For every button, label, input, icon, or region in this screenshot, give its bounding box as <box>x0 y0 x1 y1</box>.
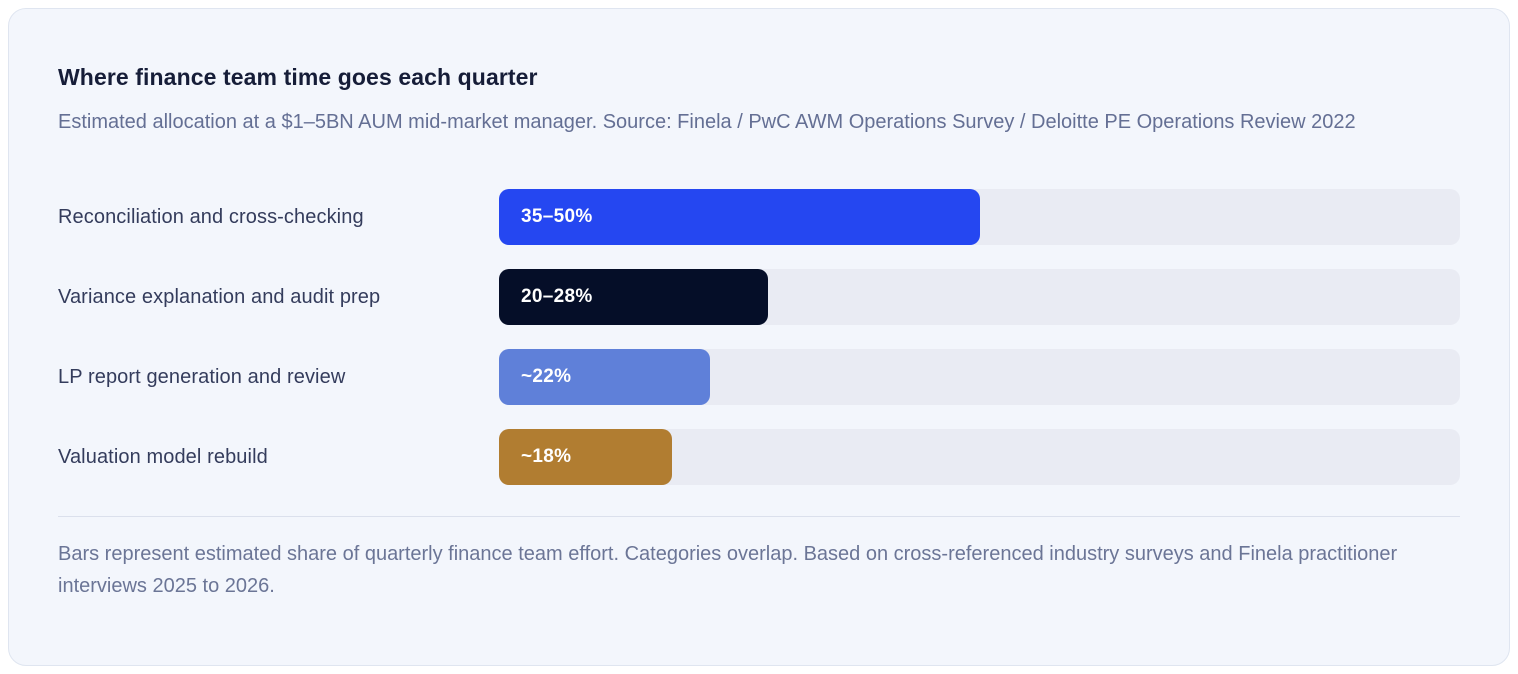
chart-footnote: Bars represent estimated share of quarte… <box>58 543 1398 597</box>
chart-row: Valuation model rebuild ~18% <box>58 429 1460 485</box>
chart-title: Where finance team time goes each quarte… <box>58 64 538 90</box>
bar-track: 35–50% <box>499 189 1460 245</box>
bar-track: ~22% <box>499 349 1460 405</box>
bar-fill: 35–50% <box>499 189 980 245</box>
bar-track: 20–28% <box>499 269 1460 325</box>
category-label: Valuation model rebuild <box>58 445 268 468</box>
chart-row: Reconciliation and cross-checking 35–50% <box>58 189 1460 245</box>
bar-value-label: ~18% <box>521 446 572 467</box>
chart-subtitle: Estimated allocation at a $1–5BN AUM mid… <box>58 111 1356 133</box>
bar-value-label: 35–50% <box>521 206 593 227</box>
divider <box>58 516 1460 517</box>
chart-row: Variance explanation and audit prep 20–2… <box>58 269 1460 325</box>
bar-value-label: ~22% <box>521 366 572 387</box>
category-label: Variance explanation and audit prep <box>58 285 381 308</box>
category-label: Reconciliation and cross-checking <box>58 205 364 228</box>
bar-fill: ~22% <box>499 349 711 405</box>
chart-row: LP report generation and review ~22% <box>58 349 1460 405</box>
bar-chart: Reconciliation and cross-checking 35–50%… <box>58 189 1460 485</box>
bar-track: ~18% <box>499 429 1460 485</box>
category-label: LP report generation and review <box>58 365 346 388</box>
bar-value-label: 20–28% <box>521 286 593 307</box>
chart-card: Where finance team time goes each quarte… <box>8 8 1510 666</box>
bar-fill: ~18% <box>499 429 672 485</box>
bar-fill: 20–28% <box>499 269 769 325</box>
